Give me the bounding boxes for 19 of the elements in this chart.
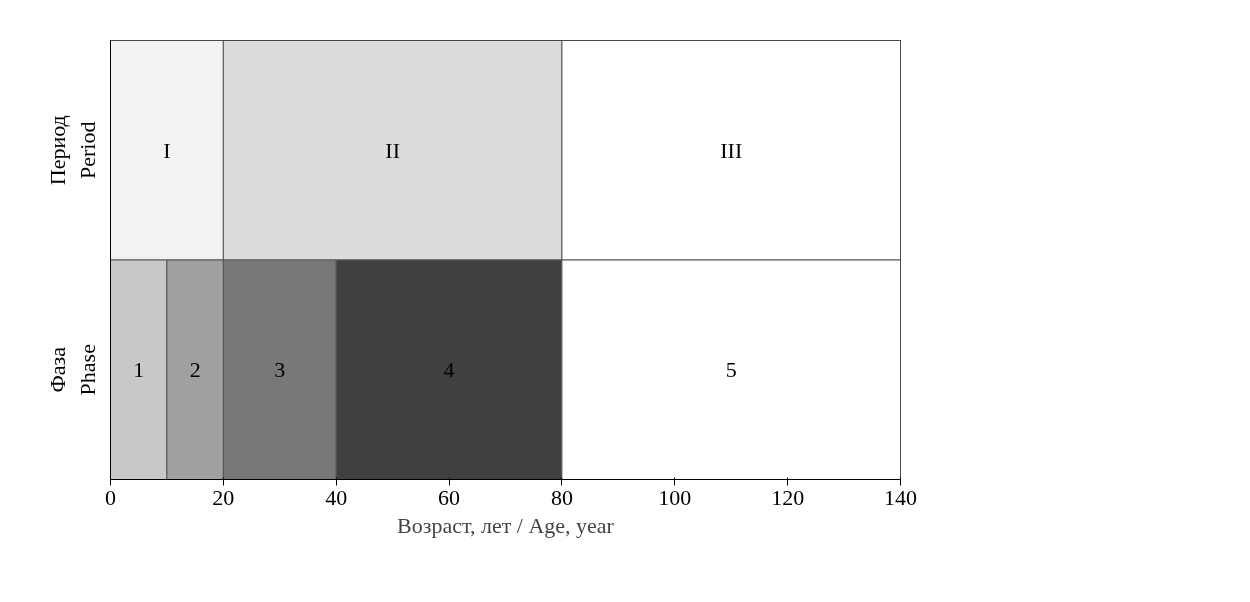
series-label: 1 bbox=[133, 356, 145, 382]
series-label: 5 bbox=[725, 356, 737, 382]
x-tick-label: 80 bbox=[550, 484, 573, 510]
series-label: II bbox=[385, 137, 400, 163]
series-label: 3 bbox=[274, 356, 286, 382]
x-tick-label: 100 bbox=[658, 484, 692, 510]
x-tick-label: 20 bbox=[212, 484, 235, 510]
series-label: 2 bbox=[189, 356, 201, 382]
x-tick-label: 120 bbox=[771, 484, 805, 510]
x-tick-label: 40 bbox=[325, 484, 348, 510]
y-tick-label: Период Period bbox=[44, 115, 100, 186]
x-tick-label: 0 bbox=[105, 484, 116, 510]
x-axis-title: Возраст, лет / Age, year bbox=[397, 512, 615, 538]
series-label: 4 bbox=[443, 356, 455, 382]
y-tick-label: Фаза Phase bbox=[44, 344, 100, 396]
series-label: III bbox=[720, 137, 743, 163]
x-tick-label: 140 bbox=[884, 484, 917, 510]
series-label: I bbox=[163, 137, 171, 163]
x-tick-label: 60 bbox=[438, 484, 461, 510]
